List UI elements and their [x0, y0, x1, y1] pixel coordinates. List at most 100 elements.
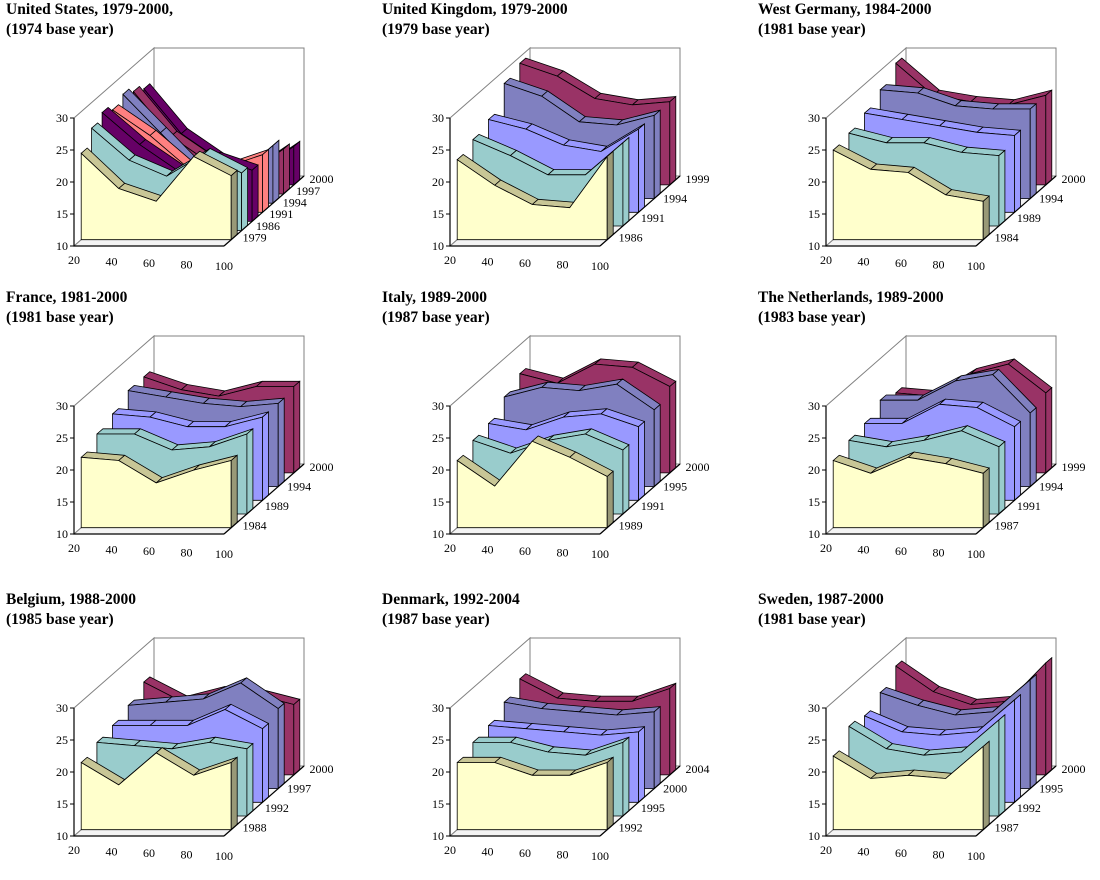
series-tick-label: 1991 [1017, 499, 1041, 513]
chart-plot: 10 15 20 25 30 20 40 60 80 100 1989 1991 1995 2000 [432, 334, 709, 561]
chart-panel-italy: Italy, 1989-2000 (1987 base year) 10 15 20 25… [376, 288, 736, 578]
y-tick-label: 25 [432, 733, 444, 747]
y-tick-label: 30 [432, 111, 444, 125]
chart-title: West Germany, 1984-2000 (1981 base year) [758, 0, 932, 40]
ribbon-top-segment [864, 417, 909, 424]
series-tick-label: 1989 [619, 519, 643, 533]
x-tick-label: 40 [858, 255, 870, 269]
chart-subtitle-line: (1981 base year) [758, 21, 866, 38]
x-tick-label: 20 [820, 843, 832, 857]
y-tick-label: 20 [808, 765, 820, 779]
ribbon-end-face [293, 380, 301, 474]
ribbon-end-face [669, 682, 677, 776]
x-tick-label: 80 [181, 546, 193, 560]
ribbon-top-segment [255, 380, 301, 387]
y-tick-label: 25 [56, 431, 68, 445]
ribbon-top-segment [547, 169, 592, 176]
y-tick-label: 25 [432, 143, 444, 157]
series-tick-label: 1991 [641, 499, 665, 513]
y-tick-label: 10 [808, 239, 820, 253]
x-tick-label: 80 [557, 258, 569, 272]
y-tick-label: 20 [56, 175, 68, 189]
series-tick-label: 1984 [243, 519, 267, 533]
series-tick-label: 1995 [1039, 782, 1063, 796]
chart-subtitle-line: (1974 base year) [6, 21, 114, 38]
ribbon-end-face [606, 756, 614, 831]
ribbon-end-face [262, 411, 269, 502]
depth-axis-line [975, 765, 1057, 837]
x-tick-label: 40 [106, 255, 118, 269]
ribbon-end-face [998, 149, 1006, 227]
series-tick-label: 2000 [309, 460, 333, 474]
ribbon-top-segment [456, 756, 502, 763]
ribbon-end-face [1029, 673, 1037, 790]
series-tick-label: 1979 [243, 231, 267, 245]
x-tick-label: 60 [143, 256, 155, 270]
series-tick-label: 1987 [995, 821, 1019, 835]
x-tick-label: 100 [591, 849, 609, 863]
y-tick-label: 25 [56, 143, 68, 157]
series-tick-label: 1984 [995, 231, 1019, 245]
chart-title-line: Belgium, 1988-2000 [6, 591, 137, 608]
y-tick-label: 20 [808, 463, 820, 477]
chart-title: United Kingdom, 1979-2000 (1979 base year… [382, 0, 568, 40]
depth-axis-line [223, 175, 305, 247]
chart-title-line: The Netherlands, 1989-2000 [758, 289, 944, 306]
chart-title: Italy, 1989-2000 (1987 base year) [382, 288, 490, 328]
y-tick-label: 15 [56, 207, 68, 221]
chart-title-line: United States, 1979-2000, [6, 1, 174, 18]
ribbon-end-face [1045, 89, 1053, 186]
chart-subtitle-line: (1987 base year) [382, 611, 490, 628]
series-tick-label: 2000 [309, 172, 333, 186]
chart-title: United States, 1979-2000, (1974 base year… [6, 0, 173, 40]
series-tick-label: 2004 [685, 762, 709, 776]
series-tick-label: 2000 [663, 782, 687, 796]
ribbon-end-face [982, 195, 990, 241]
series-tick-label: 1995 [641, 801, 665, 815]
depth-axis-line [223, 463, 305, 535]
y-tick-label: 10 [808, 829, 820, 843]
series-tick-label: 1988 [243, 821, 267, 835]
chart-title-line: France, 1981-2000 [6, 289, 128, 306]
ribbon-end-face [246, 427, 254, 515]
chart-panel-denmark: Denmark, 1992-2004 (1987 base year) 10 15 20… [376, 590, 736, 880]
series-tick-label: 2000 [685, 460, 709, 474]
series-tick-label: 1994 [1039, 192, 1063, 206]
x-tick-label: 100 [967, 547, 985, 561]
y-tick-label: 30 [432, 399, 444, 413]
series-tick-label: 2000 [309, 762, 333, 776]
y-tick-label: 20 [432, 175, 444, 189]
x-tick-label: 40 [858, 543, 870, 557]
chart-plot: 10 15 20 25 30 20 40 60 80 100 1987 1991 1994 1999 [808, 334, 1085, 561]
ribbon-end-face [293, 140, 301, 186]
series-tick-label: 1994 [1039, 480, 1063, 494]
x-tick-label: 80 [181, 848, 193, 862]
chart-panel-france: France, 1981-2000 (1981 base year) 10 15 20 2… [0, 288, 360, 578]
y-tick-label: 20 [56, 765, 68, 779]
y-tick-label: 10 [56, 239, 68, 253]
chart-plot: 10 15 20 25 30 20 40 60 80 100 1979198619911994199… [56, 46, 333, 273]
x-tick-label: 80 [557, 546, 569, 560]
y-tick-label: 10 [432, 829, 444, 843]
y-tick-label: 25 [808, 143, 820, 157]
chart-panel-netherlands: The Netherlands, 1989-2000 (1983 base yea… [752, 288, 1100, 578]
ribbon-end-face [638, 725, 645, 804]
y-tick-label: 10 [56, 527, 68, 541]
y-tick-label: 25 [56, 733, 68, 747]
series-tick-label: 1991 [641, 211, 665, 225]
chart-plot: 10 15 20 25 30 20 40 60 80 100 1984 1989 1994 2000 [56, 334, 333, 561]
series-tick-label: 1992 [265, 801, 289, 815]
y-tick-label: 15 [56, 797, 68, 811]
series-tick-label: 1994 [283, 195, 307, 209]
x-tick-label: 80 [557, 848, 569, 862]
ribbon-end-face [653, 109, 661, 200]
ribbon-top-segment [594, 695, 639, 702]
chart-plot: 10 15 20 25 30 20 40 60 80 100 1984 1989 1994 2000 [808, 46, 1085, 273]
y-tick-label: 30 [56, 111, 68, 125]
ribbon-top-segment [96, 428, 141, 435]
y-tick-label: 20 [56, 463, 68, 477]
series-tick-label: 2000 [1061, 172, 1085, 186]
chart-subtitle-line: (1987 base year) [382, 309, 490, 326]
y-tick-label: 15 [808, 207, 820, 221]
x-tick-label: 40 [482, 255, 494, 269]
